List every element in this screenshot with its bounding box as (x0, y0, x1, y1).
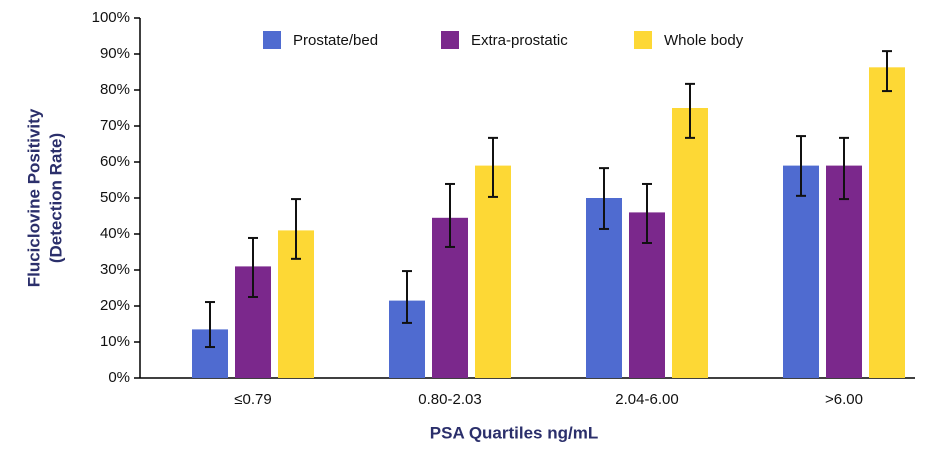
y-axis-title-line: Fluciclovine Positivity (24, 108, 43, 287)
y-tick-label: 80% (100, 81, 130, 98)
legend-swatch (634, 31, 652, 49)
y-axis-title: Fluciclovine Positivity (Detection Rate) (24, 108, 65, 287)
y-tick-label: 30% (100, 261, 130, 278)
bar (475, 165, 511, 378)
legend-swatch (441, 31, 459, 49)
bar (672, 108, 708, 378)
y-axis-title-line: (Detection Rate) (46, 133, 65, 263)
x-axis-title: PSA Quartiles ng/mL (430, 423, 598, 442)
bar (783, 165, 819, 378)
bar (869, 67, 905, 378)
x-tick-label: >6.00 (825, 391, 863, 408)
bar (826, 165, 862, 378)
y-tick-label: 0% (108, 369, 130, 386)
x-tick-label: 2.04-6.00 (615, 391, 678, 408)
legend-label: Prostate/bed (293, 32, 378, 49)
y-tick-label: 50% (100, 189, 130, 206)
y-tick-label: 90% (100, 45, 130, 62)
y-tick-label: 100% (92, 9, 130, 26)
legend-label: Extra-prostatic (471, 32, 568, 49)
legend-swatch (263, 31, 281, 49)
y-tick-label: 70% (100, 117, 130, 134)
y-tick-label: 10% (100, 333, 130, 350)
legend-label: Whole body (664, 32, 744, 49)
y-tick-label: 40% (100, 225, 130, 242)
y-tick-label: 60% (100, 153, 130, 170)
y-tick-label: 20% (100, 297, 130, 314)
x-tick-label: 0.80-2.03 (418, 391, 481, 408)
x-tick-label: ≤0.79 (234, 391, 271, 408)
